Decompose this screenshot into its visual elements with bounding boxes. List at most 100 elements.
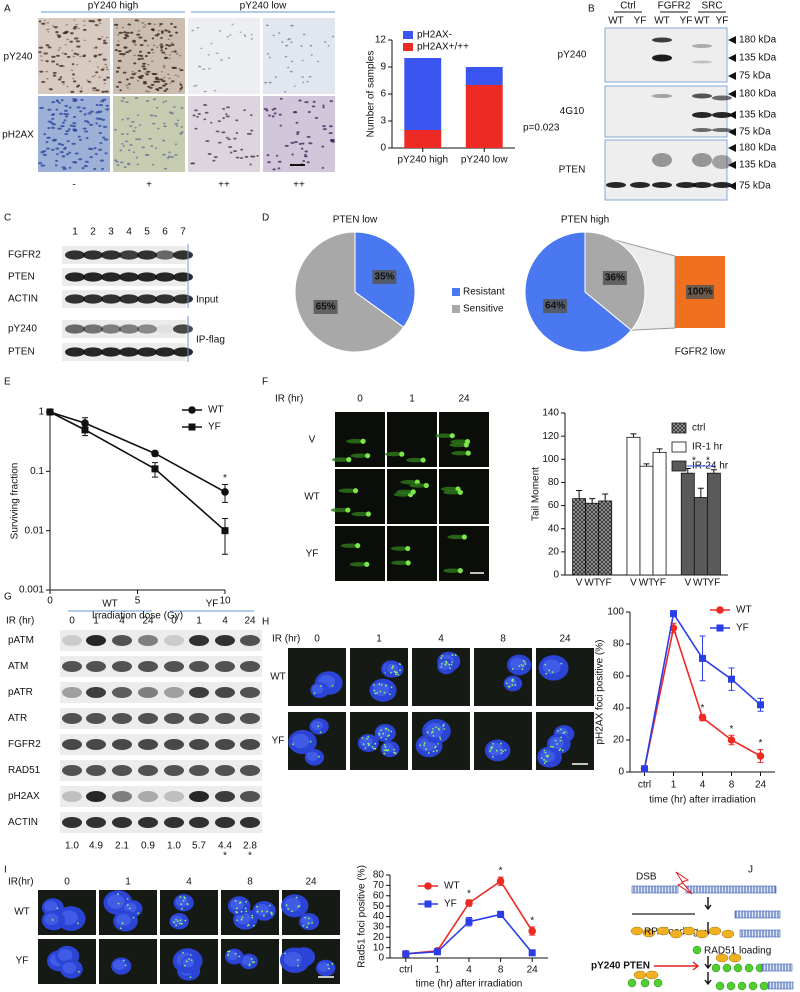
annotation: * <box>706 456 710 467</box>
cell <box>179 55 182 57</box>
y-tick-label: 40 <box>373 911 385 922</box>
focus <box>560 662 563 665</box>
cell <box>174 154 178 156</box>
rpa <box>645 970 659 980</box>
cell <box>192 114 196 117</box>
micrograph-bg <box>263 18 335 94</box>
legend-label: WT <box>208 405 224 416</box>
row-label: WT <box>270 672 286 683</box>
confocal-image <box>281 890 340 935</box>
annotation: * <box>701 703 705 714</box>
cell <box>163 125 167 128</box>
cell <box>117 34 120 36</box>
blot <box>60 656 262 677</box>
cell <box>72 129 78 132</box>
cell <box>136 114 140 117</box>
cell <box>136 33 141 36</box>
cell <box>153 114 158 117</box>
cell <box>47 120 53 123</box>
cell <box>170 112 174 115</box>
cell <box>173 106 176 108</box>
x-tick-label: pY240 low <box>461 155 508 166</box>
cell <box>64 52 67 56</box>
dna-duplex <box>685 885 777 894</box>
quantification-label: 4.9 <box>89 841 103 852</box>
cell <box>66 140 70 143</box>
focus <box>175 918 177 921</box>
focus <box>317 725 320 728</box>
band <box>164 635 184 646</box>
cell <box>153 23 156 26</box>
focus <box>121 922 124 925</box>
focus <box>227 950 229 953</box>
focus <box>320 685 322 687</box>
cell <box>170 43 175 46</box>
cell <box>64 109 68 112</box>
time-label: 1 <box>409 394 415 405</box>
cell <box>126 117 130 120</box>
group-label: Ctrl <box>620 1 636 12</box>
cell <box>146 70 151 73</box>
focus <box>441 655 444 657</box>
band <box>137 294 157 304</box>
focus <box>179 919 182 922</box>
cell <box>207 153 212 155</box>
focus <box>285 904 288 907</box>
time-label: 24 <box>142 616 154 627</box>
label-box <box>602 270 627 285</box>
cell <box>289 70 293 73</box>
focus <box>383 752 386 755</box>
focus <box>562 732 565 734</box>
focus <box>181 922 183 925</box>
cell <box>78 158 83 161</box>
annotation: * <box>499 866 503 877</box>
x-tick-label: 5 <box>135 596 141 607</box>
cell <box>160 31 164 34</box>
column-header: pY240 high <box>88 1 139 12</box>
cell <box>146 154 150 156</box>
cell <box>215 52 219 55</box>
cell <box>46 22 50 24</box>
focus <box>122 959 125 962</box>
arrow <box>704 897 712 911</box>
band <box>112 687 132 698</box>
cell <box>55 108 59 111</box>
rad51 <box>733 963 743 973</box>
focus <box>307 922 310 925</box>
cell <box>47 108 52 111</box>
focus <box>297 964 300 967</box>
cell <box>147 51 151 54</box>
data-label: 64% <box>545 301 565 312</box>
blot-bg <box>60 682 262 703</box>
cell <box>92 19 94 22</box>
annotation: p=0.023 <box>523 123 560 134</box>
y-axis-label: Rad51 foci positive (%) <box>357 865 368 968</box>
cell <box>176 119 180 122</box>
focus <box>543 758 546 761</box>
cell <box>103 138 109 141</box>
cell <box>114 49 118 52</box>
nucleus-core <box>505 677 517 688</box>
data-point <box>641 765 648 773</box>
focus <box>126 904 129 907</box>
axis-caption: IR(hr) <box>8 877 34 888</box>
focus <box>380 729 382 732</box>
cell <box>125 32 128 34</box>
cell <box>152 29 155 32</box>
band <box>173 272 193 282</box>
cell <box>101 90 105 93</box>
cell <box>207 67 211 70</box>
band <box>189 765 209 776</box>
band <box>83 324 103 334</box>
score-label: ++ <box>218 180 230 191</box>
error-bar <box>710 469 717 474</box>
legend-swatch <box>671 441 687 453</box>
focus <box>173 921 176 924</box>
focus <box>240 918 243 921</box>
lane-label: WT <box>654 16 670 27</box>
focus <box>392 751 395 754</box>
cell <box>180 126 184 128</box>
focus <box>489 750 492 752</box>
x-tick-label: YF <box>707 578 720 589</box>
cell <box>179 82 182 84</box>
